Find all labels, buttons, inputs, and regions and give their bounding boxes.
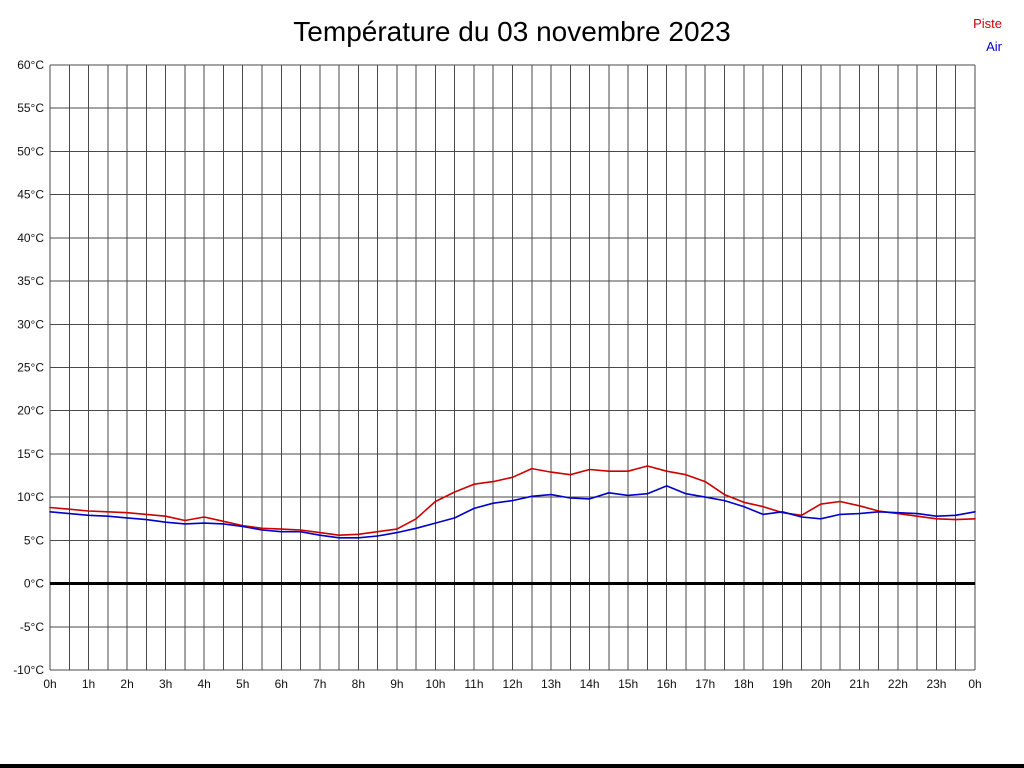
x-axis-tick-label: 10h (425, 677, 445, 691)
piste-series-line (49, 465, 976, 537)
y-axis-tick-label: 25°C (17, 361, 44, 375)
y-axis-tick-label: 60°C (17, 58, 44, 72)
y-axis-tick-label: -5°C (20, 620, 44, 634)
bottom-border-bar (0, 764, 1024, 768)
x-axis-tick-label: 9h (390, 677, 403, 691)
x-axis-tick-label: 2h (120, 677, 133, 691)
x-axis-tick-label: 17h (695, 677, 715, 691)
x-axis-tick-label: 0h (968, 677, 981, 691)
x-axis-tick-label: 1h (82, 677, 95, 691)
x-axis-tick-label: 19h (772, 677, 792, 691)
x-axis-tick-label: 11h (464, 677, 483, 691)
y-axis-tick-label: 40°C (17, 231, 44, 245)
y-axis-tick-label: 45°C (17, 188, 44, 202)
legend-air-label: Air (986, 39, 1002, 54)
x-axis-tick-label: 4h (197, 677, 210, 691)
x-axis-tick-label: 20h (811, 677, 831, 691)
y-axis-tick-label: 0°C (24, 577, 44, 591)
x-axis-tick-label: 0h (43, 677, 56, 691)
x-axis-tick-label: 16h (657, 677, 677, 691)
x-axis-tick-label: 21h (849, 677, 869, 691)
y-axis-tick-label: 10°C (17, 490, 44, 504)
x-axis-tick-label: 22h (888, 677, 908, 691)
air-series-line (49, 485, 976, 539)
y-axis-tick-label: 5°C (24, 533, 44, 547)
y-axis-tick-label: 20°C (17, 404, 44, 418)
chart-title: Température du 03 novembre 2023 (293, 16, 731, 47)
y-axis-tick-label: 55°C (17, 101, 44, 115)
x-axis-tick-label: 8h (352, 677, 365, 691)
y-axis-tick-label: 30°C (17, 317, 44, 331)
x-axis-tick-label: 12h (502, 677, 522, 691)
y-axis-tick-label: 35°C (17, 274, 44, 288)
x-axis-tick-label: 15h (618, 677, 638, 691)
legend-piste-label: Piste (973, 16, 1002, 31)
x-axis-tick-label: 5h (236, 677, 249, 691)
x-axis-tick-label: 18h (734, 677, 754, 691)
y-axis-tick-label: -10°C (13, 663, 44, 677)
chart-legend: Piste Air (973, 12, 1002, 58)
x-axis-tick-label: 23h (926, 677, 946, 691)
y-axis-tick-label: 15°C (17, 447, 44, 461)
x-axis-tick-label: 3h (159, 677, 172, 691)
x-axis-tick-label: 6h (275, 677, 288, 691)
x-axis-tick-label: 7h (313, 677, 326, 691)
x-axis-tick-label: 14h (580, 677, 600, 691)
x-axis-tick-label: 13h (541, 677, 561, 691)
y-axis-tick-label: 50°C (17, 144, 44, 158)
